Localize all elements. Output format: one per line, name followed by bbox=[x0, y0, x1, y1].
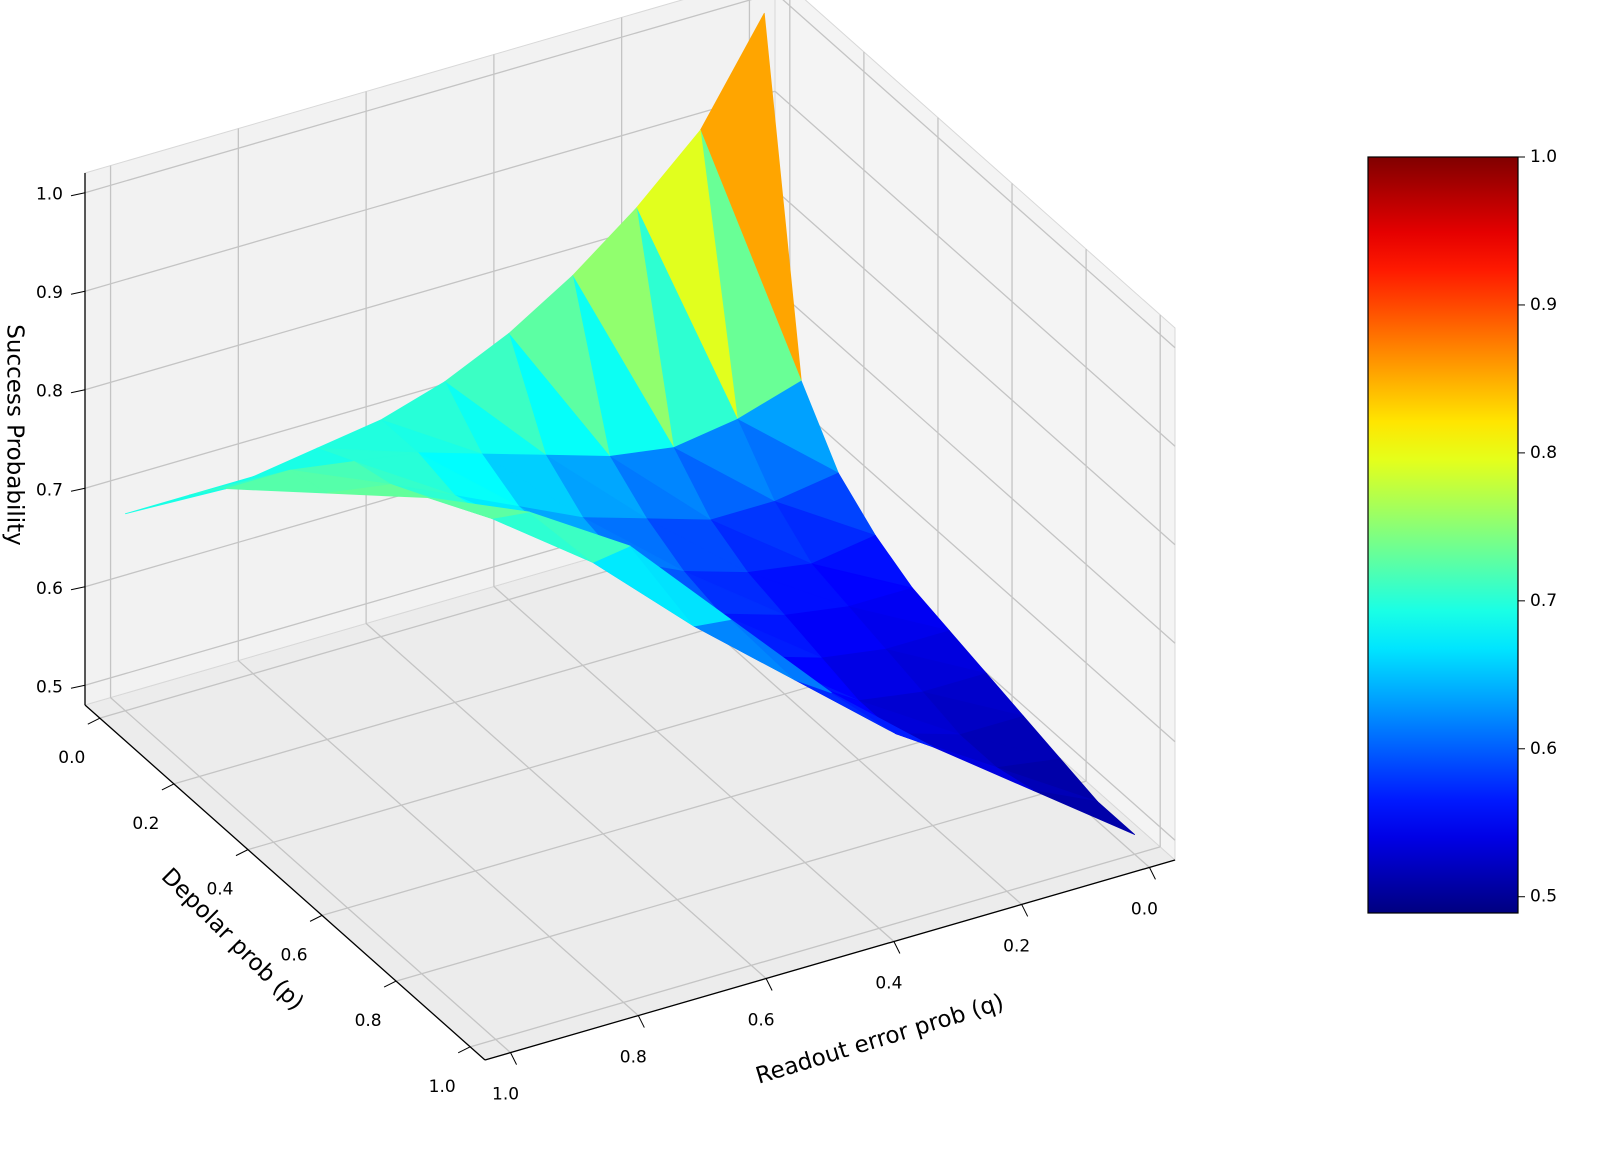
colorbar-tick-label: 0.7 bbox=[1530, 591, 1557, 611]
colorbar-tick-label: 0.5 bbox=[1530, 887, 1557, 907]
surface-facet bbox=[1033, 790, 1136, 835]
z-tick-label: 1.0 bbox=[36, 185, 63, 205]
tick-mark bbox=[510, 1052, 518, 1065]
surface-facet bbox=[831, 692, 934, 748]
y-tick-label: 1.0 bbox=[492, 1085, 519, 1105]
y-tick-label: 0.6 bbox=[748, 1011, 775, 1031]
grid-line bbox=[774, 287, 1176, 644]
surface-facet bbox=[124, 488, 227, 515]
surface-facet bbox=[326, 484, 429, 499]
grid-line bbox=[84, 90, 776, 292]
x-tick-label: 0.6 bbox=[281, 945, 308, 965]
tick-mark bbox=[87, 717, 101, 725]
tick-mark bbox=[161, 783, 175, 791]
tick-mark bbox=[893, 941, 901, 954]
x-tick-label: 1.0 bbox=[429, 1077, 456, 1097]
tick-mark bbox=[1021, 904, 1029, 917]
y-tick-label: 0.2 bbox=[1003, 936, 1030, 956]
surface-facet bbox=[629, 545, 732, 627]
surface-facet bbox=[730, 619, 833, 694]
x-tick-label: 0.2 bbox=[132, 814, 159, 834]
grid-line bbox=[237, 660, 639, 1017]
surface-facet bbox=[932, 746, 1035, 792]
surface-facet bbox=[225, 469, 328, 494]
z-tick-label: 0.6 bbox=[36, 579, 63, 599]
z-tick-label: 0.8 bbox=[36, 382, 63, 402]
y-axis-line bbox=[484, 859, 1176, 1061]
x-tick-label: 0.8 bbox=[355, 1011, 382, 1031]
x-axis-line bbox=[84, 704, 486, 1061]
tick-mark bbox=[235, 849, 249, 857]
grid-line bbox=[470, 846, 1161, 1048]
grid-line bbox=[782, 0, 1176, 349]
grid-line bbox=[395, 780, 1087, 982]
grid-line bbox=[774, 90, 1176, 447]
y-axis-title: Readout error prob (q) bbox=[753, 989, 1007, 1089]
grid-line bbox=[774, 189, 1176, 546]
grid-line bbox=[774, 386, 1176, 743]
y-tick-label: 0.0 bbox=[1131, 899, 1158, 919]
tick-mark bbox=[70, 389, 86, 394]
tick-mark bbox=[383, 980, 397, 988]
z-axis-title: Success Probability bbox=[2, 324, 28, 545]
colorbar bbox=[1367, 156, 1519, 914]
tick-mark bbox=[1148, 867, 1156, 880]
grid-line bbox=[493, 585, 895, 942]
colorbar-tick-label: 1.0 bbox=[1530, 147, 1557, 167]
grid-line bbox=[84, 0, 753, 194]
surface-facet bbox=[427, 497, 530, 519]
tick-mark bbox=[637, 1015, 645, 1028]
colorbar-tick-label: 0.6 bbox=[1530, 739, 1557, 759]
tick-mark bbox=[70, 192, 86, 197]
x-tick-label: 0.0 bbox=[58, 748, 85, 768]
tick-mark bbox=[457, 1046, 471, 1054]
tick-mark bbox=[70, 684, 86, 689]
tick-mark bbox=[309, 914, 323, 922]
surface-facet bbox=[528, 511, 631, 563]
y-tick-label: 0.8 bbox=[620, 1048, 647, 1068]
grid-line bbox=[321, 714, 1013, 916]
z-tick-label: 0.9 bbox=[36, 283, 63, 303]
z-tick-label: 0.5 bbox=[36, 677, 63, 697]
tick-mark bbox=[70, 290, 86, 295]
tick-mark bbox=[70, 586, 86, 591]
z-tick-label: 0.7 bbox=[36, 480, 63, 500]
colorbar-tick-label: 0.9 bbox=[1530, 295, 1557, 315]
colorbar-tick-label: 0.8 bbox=[1530, 443, 1557, 463]
grid-line bbox=[110, 697, 511, 1054]
tick-mark bbox=[70, 487, 86, 492]
grid-line bbox=[365, 623, 767, 980]
x-tick-label: 0.4 bbox=[206, 880, 233, 900]
tick-mark bbox=[765, 978, 773, 991]
y-tick-label: 0.4 bbox=[875, 973, 902, 993]
